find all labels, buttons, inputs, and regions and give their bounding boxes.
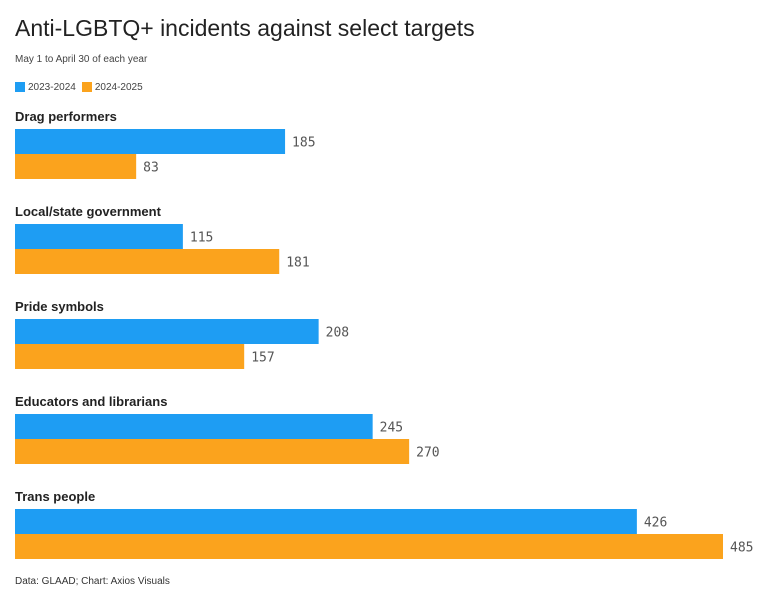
bar-series-1 (15, 129, 286, 154)
data-label: 181 (286, 256, 309, 271)
category-label: Local/state government (15, 204, 162, 219)
data-label: 426 (644, 516, 667, 531)
data-label: 157 (251, 351, 274, 366)
category-label: Trans people (15, 489, 95, 504)
chart-subtitle: May 1 to April 30 of each year (15, 54, 148, 65)
data-label: 485 (730, 541, 753, 556)
legend-item-series-1: 2023-2024 (15, 82, 76, 93)
data-label: 208 (326, 326, 349, 341)
legend-swatch-series-2 (81, 82, 92, 92)
category-label: Drag performers (15, 109, 117, 124)
category-group: Trans people 426 485 (15, 489, 753, 559)
category-group: Drag performers 185 83 (15, 109, 316, 179)
data-label: 245 (380, 421, 403, 436)
legend-label-series-2: 2024-2025 (94, 81, 143, 93)
bar-series-1 (15, 319, 319, 344)
chart-title: Anti-LGBTQ+ incidents against select tar… (15, 15, 475, 41)
data-label: 270 (416, 446, 439, 461)
data-label: 115 (190, 231, 213, 246)
category-label: Educators and librarians (15, 394, 167, 409)
legend: 2023-2024 2024-2025 (15, 80, 149, 94)
bar-series-1 (15, 509, 637, 534)
category-group: Educators and librarians 245 270 (15, 394, 440, 464)
bar-series-2 (15, 344, 245, 369)
category-label: Pride symbols (15, 299, 104, 314)
bar-series-1 (15, 224, 183, 249)
legend-item-series-2: 2024-2025 (81, 81, 143, 93)
data-label: 83 (143, 161, 159, 176)
data-label: 185 (292, 136, 315, 151)
bar-series-1 (15, 414, 373, 439)
bar-series-2 (15, 249, 280, 274)
legend-label-series-1: 2023-2024 (28, 81, 76, 93)
legend-swatch-series-1 (15, 82, 25, 92)
source-note: Data: GLAAD; Chart: Axios Visuals (15, 576, 170, 587)
bar-series-2 (15, 439, 410, 464)
category-group: Local/state government 115 181 (15, 204, 310, 274)
category-group: Pride symbols 208 157 (15, 299, 349, 369)
bar-series-2 (15, 154, 137, 179)
bar-series-2 (15, 534, 723, 559)
